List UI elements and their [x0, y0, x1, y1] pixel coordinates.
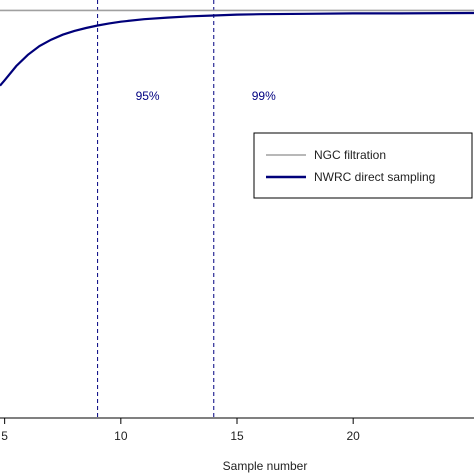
legend-box	[253, 132, 473, 199]
reference-label-99pct: 99%	[252, 89, 276, 103]
plot-area: 95% 99%	[0, 0, 474, 418]
x-axis: 5 10 15 20	[0, 417, 474, 443]
reference-label-95pct: 95%	[136, 89, 160, 103]
legend-entry-label: NWRC direct sampling	[314, 170, 435, 184]
x-axis-label: Sample number	[223, 459, 308, 473]
series-line-nwrc-direct-sampling	[0, 11, 474, 87]
x-tick-label: 5	[1, 429, 8, 443]
legend: NGC filtration NWRC direct sampling	[253, 132, 473, 199]
x-tick-label: 15	[230, 429, 244, 443]
x-tick-label: 10	[114, 429, 128, 443]
legend-entry-label: NGC filtration	[314, 148, 386, 162]
x-tick-label: 20	[346, 429, 360, 443]
